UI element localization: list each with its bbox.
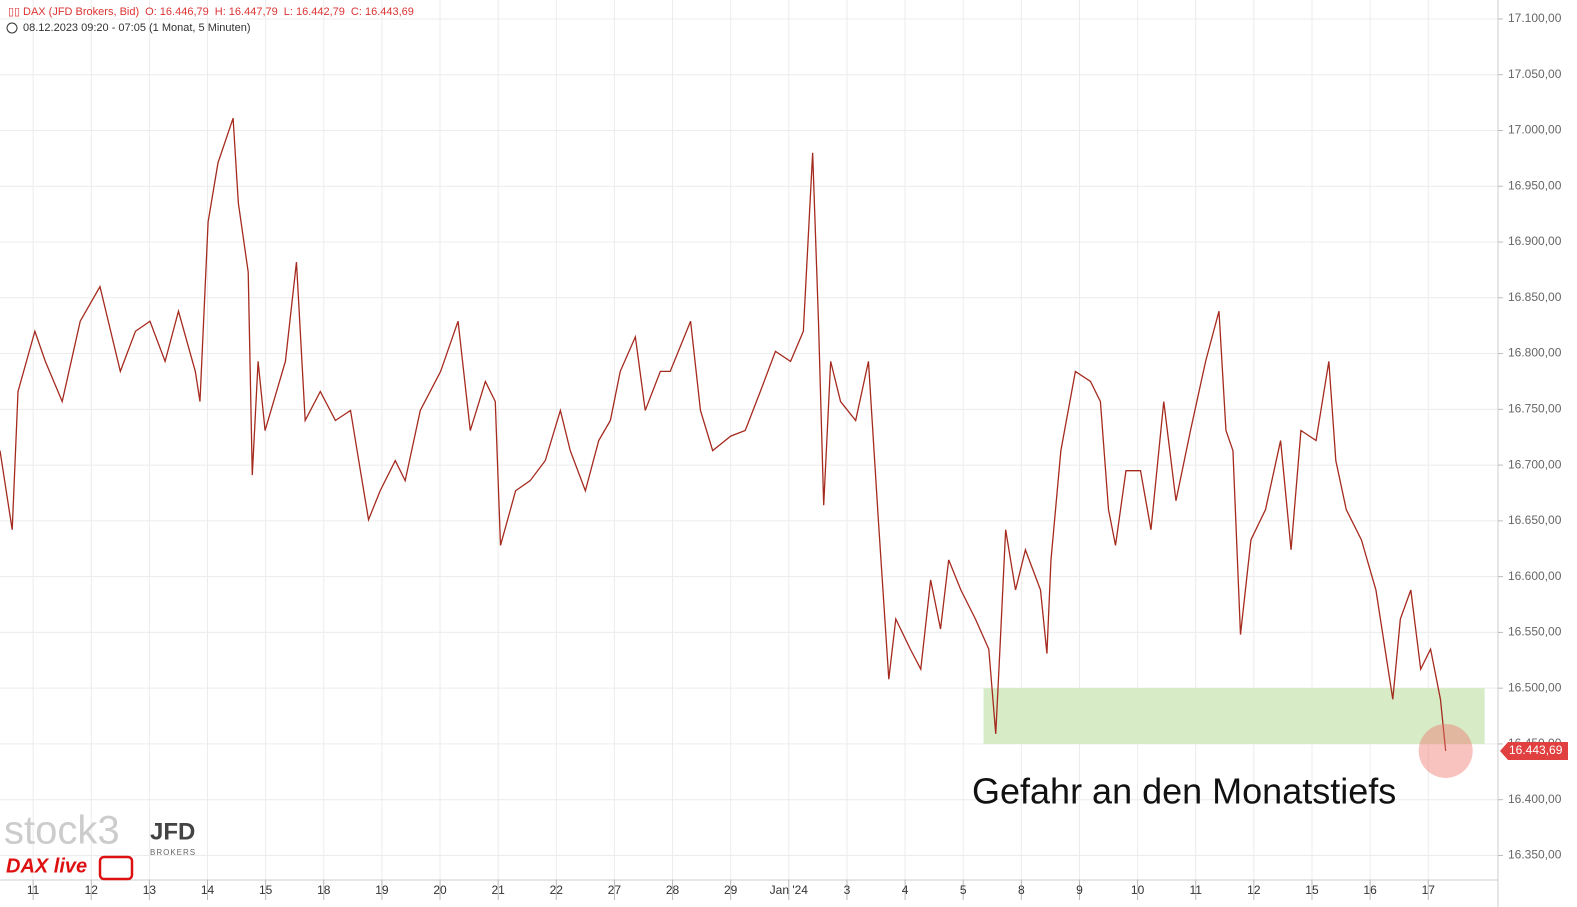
logo-dax-live: DAX live [6,855,87,877]
logo-jfd: JFD [150,818,195,845]
y-tick-label: 16.600,00 [1508,569,1562,583]
x-tick-label: 29 [724,883,738,897]
ohlc-value: O: 16.446,79 [145,6,209,18]
x-tick-label: Jan '24 [770,883,809,897]
x-tick-label: 4 [902,883,909,897]
ohlc-value: C: 16.443,69 [351,6,414,18]
logo-jfd-sub: BROKERS [150,848,196,857]
y-tick-label: 16.400,00 [1508,792,1562,806]
support-zone [983,688,1485,744]
y-tick-label: 16.750,00 [1508,402,1562,416]
y-tick-label: 16.350,00 [1508,848,1562,862]
clock-icon [6,22,18,34]
x-tick-label: 15 [1305,883,1319,897]
x-tick-label: 27 [608,883,622,897]
y-tick-label: 16.550,00 [1508,625,1562,639]
last-price-label: 16.443,69 [1509,743,1563,757]
x-tick-label: 21 [491,883,505,897]
x-tick-label: 3 [844,883,851,897]
y-tick-label: 16.700,00 [1508,457,1562,471]
logo-play [98,855,134,881]
x-tick-label: 9 [1076,883,1083,897]
y-tick-label: 17.050,00 [1508,67,1562,81]
logo-stock3: stock3 [4,809,120,853]
x-tick-label: 12 [85,883,99,897]
x-tick-label: 16 [1363,883,1377,897]
x-tick-label: 22 [550,883,564,897]
y-tick-label: 16.650,00 [1508,513,1562,527]
y-tick-label: 16.800,00 [1508,346,1562,360]
y-tick-label: 16.900,00 [1508,234,1562,248]
x-tick-label: 13 [143,883,157,897]
y-tick-label: 16.850,00 [1508,290,1562,304]
highlight-circle [1418,723,1473,778]
x-tick-label: 14 [201,883,215,897]
x-tick-label: 5 [960,883,967,897]
y-tick-label: 17.000,00 [1508,123,1562,137]
x-tick-label: 28 [666,883,680,897]
chart-icon: ▯▯ [8,6,20,18]
x-tick-label: 19 [375,883,389,897]
x-tick-label: 15 [259,883,273,897]
ohlc-value: L: 16.442,79 [284,6,345,18]
x-tick-label: 20 [433,883,447,897]
plot [0,118,1473,778]
x-tick-label: 10 [1131,883,1145,897]
x-tick-label: 11 [27,883,40,897]
y-tick-label: 16.950,00 [1508,178,1562,192]
x-tick-label: 11 [1189,883,1202,897]
subtitle: 08.12.2023 09:20 - 07:05 (1 Monat, 5 Min… [23,22,251,34]
x-tick-label: 12 [1247,883,1261,897]
x-tick-label: 17 [1422,883,1436,897]
zone-layer [983,688,1485,744]
chart-title: DAX (JFD Brokers, Bid) [23,6,139,18]
ohlc-value: H: 16.447,79 [215,6,278,18]
price-line [0,118,1447,752]
grid [0,0,1498,880]
y-tick-label: 16.500,00 [1508,680,1562,694]
x-tick-label: 8 [1018,883,1025,897]
y-tick-label: 17.100,00 [1508,11,1562,25]
last-price-tag [1500,741,1568,760]
annotation: Gefahr an den Monatstiefs [972,771,1396,812]
x-tick-label: 18 [317,883,331,897]
